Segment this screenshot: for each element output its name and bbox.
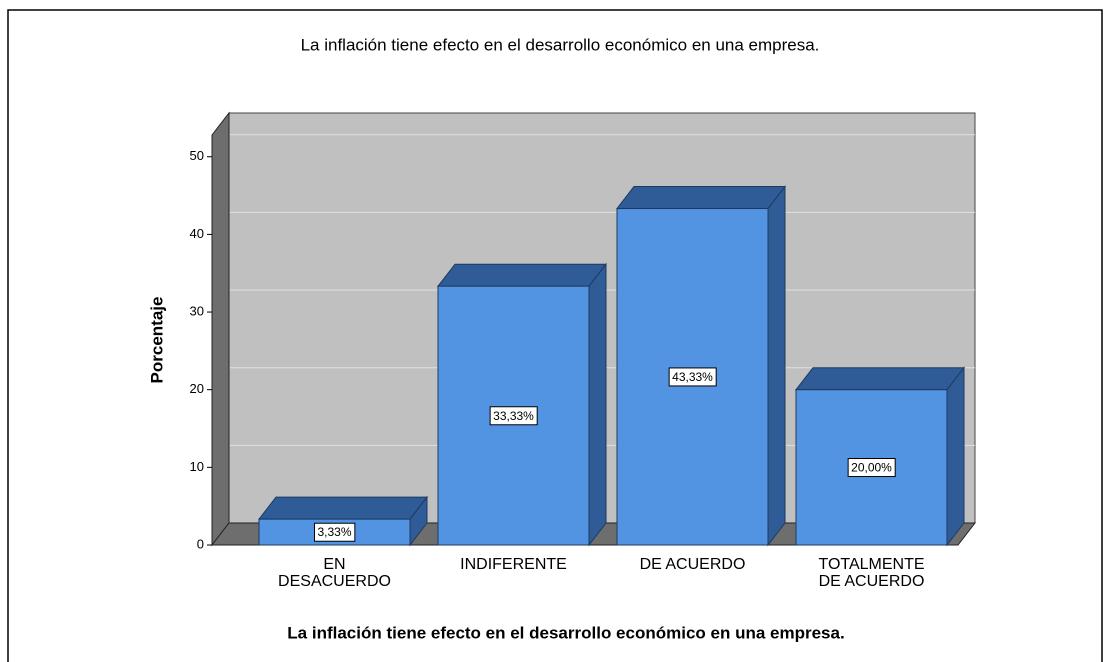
x-axis-title: La inflación tiene efecto en el desarrol… — [287, 623, 844, 642]
data-label: 20,00% — [851, 461, 892, 475]
x-tick-label: DE ACUERDO — [639, 556, 746, 573]
y-axis-title: Porcentaje — [147, 297, 166, 384]
x-tick-label: EN DESACUERDO — [278, 556, 391, 590]
bar-top — [436, 263, 608, 287]
data-label: 33,33% — [493, 409, 534, 423]
data-label-box — [313, 522, 356, 542]
bar-top — [794, 367, 966, 391]
y-tick-label: 50 — [190, 148, 204, 163]
x-tick-label: INDIFERENTE — [460, 556, 567, 573]
data-label-box — [489, 406, 538, 426]
bar-side — [588, 262, 607, 547]
y-tick-label: 0 — [197, 536, 204, 551]
bar-side — [946, 366, 965, 547]
left-wall — [211, 111, 230, 547]
data-label: 3,33% — [317, 525, 351, 539]
bar-top — [257, 496, 429, 520]
data-label: 43,33% — [672, 370, 713, 384]
y-tick-label: 30 — [190, 303, 204, 318]
data-label-box — [847, 458, 896, 478]
y-tick-label: 20 — [190, 381, 204, 396]
x-tick-label: TOTALMENTE DE ACUERDO — [818, 556, 925, 590]
frame — [7, 9, 1103, 662]
y-tick-label: 10 — [190, 459, 204, 474]
bar-side — [767, 185, 786, 547]
y-tick-label: 40 — [190, 226, 204, 241]
chart-title: La inflación tiene efecto en el desarrol… — [301, 35, 820, 54]
data-label-box — [668, 367, 717, 387]
bar-top — [615, 186, 787, 210]
